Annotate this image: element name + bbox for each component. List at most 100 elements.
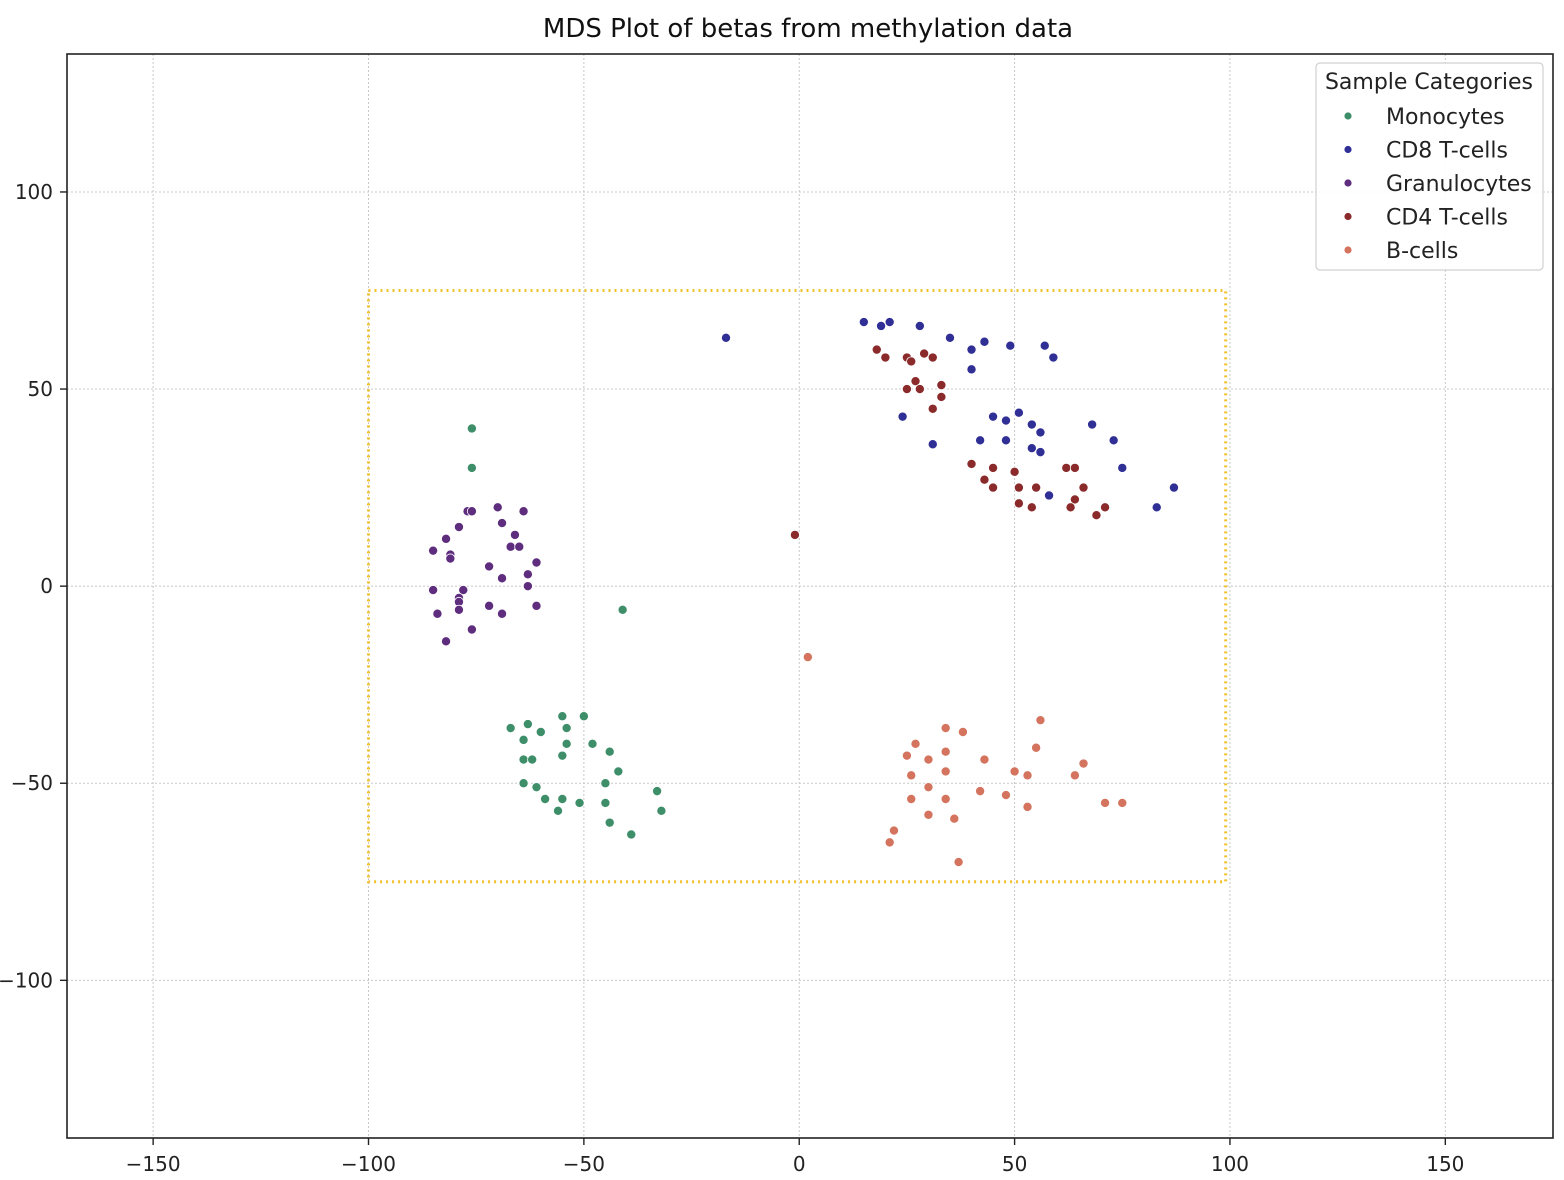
data-point xyxy=(1048,352,1059,363)
data-point xyxy=(466,423,477,434)
data-point xyxy=(988,411,999,422)
data-point xyxy=(656,805,667,816)
data-point xyxy=(540,794,551,805)
data-point xyxy=(979,336,990,347)
series-group xyxy=(428,502,542,647)
data-point xyxy=(1022,770,1033,781)
data-point xyxy=(522,719,533,730)
data-point xyxy=(497,573,508,584)
data-point xyxy=(1013,482,1024,493)
data-point xyxy=(944,332,955,343)
data-point xyxy=(466,462,477,473)
data-point xyxy=(527,754,538,765)
data-point xyxy=(613,766,624,777)
highlight-box xyxy=(367,289,1228,884)
data-point xyxy=(940,723,951,734)
data-point xyxy=(897,411,908,422)
data-point xyxy=(428,545,439,556)
data-point xyxy=(518,506,529,517)
data-point xyxy=(1044,490,1055,501)
data-point xyxy=(484,600,495,611)
data-point xyxy=(497,608,508,619)
data-point xyxy=(557,794,568,805)
data-point xyxy=(432,608,443,619)
data-point xyxy=(557,711,568,722)
data-point xyxy=(1168,482,1179,493)
axis-ticks: −150 −100 −50 0 50 100 150 −100 −50 0 50 100 xyxy=(0,180,1464,1176)
data-point xyxy=(988,482,999,493)
data-points xyxy=(428,317,1179,868)
data-point xyxy=(919,348,930,359)
data-point xyxy=(1013,498,1024,509)
data-point xyxy=(531,557,542,568)
data-point xyxy=(888,825,899,836)
highlight-box-outline xyxy=(367,289,1228,884)
data-point xyxy=(1061,462,1072,473)
data-point xyxy=(927,352,938,363)
data-point xyxy=(1009,466,1020,477)
legend-marker xyxy=(1344,179,1352,187)
data-point xyxy=(927,403,938,414)
data-point xyxy=(1078,482,1089,493)
series-group xyxy=(466,423,667,840)
data-point xyxy=(1069,770,1080,781)
data-point xyxy=(1069,494,1080,505)
data-point xyxy=(587,738,598,749)
data-point xyxy=(557,750,568,761)
data-point xyxy=(884,317,895,328)
data-point xyxy=(901,750,912,761)
data-point xyxy=(884,837,895,848)
x-tick-label: −150 xyxy=(126,1152,181,1176)
data-point xyxy=(1009,766,1020,777)
y-tick-label: −50 xyxy=(11,771,53,795)
data-point xyxy=(988,462,999,473)
data-point xyxy=(505,723,516,734)
data-point xyxy=(561,723,572,734)
data-point xyxy=(901,384,912,395)
series-group xyxy=(721,317,1179,513)
data-point xyxy=(1151,502,1162,513)
data-point xyxy=(652,786,663,797)
plot-frame xyxy=(66,53,1554,1139)
data-point xyxy=(1078,758,1089,769)
data-point xyxy=(626,829,637,840)
data-point xyxy=(1000,415,1011,426)
x-tick-label: −100 xyxy=(341,1152,396,1176)
data-point xyxy=(923,782,934,793)
data-point xyxy=(453,604,464,615)
data-point xyxy=(940,794,951,805)
data-point xyxy=(957,726,968,737)
data-point xyxy=(453,522,464,533)
data-point xyxy=(1100,797,1111,808)
data-point xyxy=(953,857,964,868)
data-point xyxy=(979,754,990,765)
legend-marker xyxy=(1344,212,1352,221)
data-point xyxy=(1069,462,1080,473)
legend-label: Granulocytes xyxy=(1386,172,1532,197)
data-point xyxy=(600,778,611,789)
data-point xyxy=(910,738,921,749)
x-tick-label: 0 xyxy=(793,1152,806,1176)
legend-marker xyxy=(1344,112,1352,120)
data-point xyxy=(518,734,529,745)
data-point xyxy=(1117,797,1128,808)
x-tick-label: 150 xyxy=(1426,1152,1464,1176)
x-tick-label: −50 xyxy=(563,1152,605,1176)
data-point xyxy=(458,585,469,596)
data-point xyxy=(871,344,882,355)
data-point xyxy=(531,600,542,611)
data-point xyxy=(910,376,921,387)
legend-label: B-cells xyxy=(1386,239,1458,264)
data-point xyxy=(531,782,542,793)
data-point xyxy=(1039,340,1050,351)
data-point xyxy=(975,786,986,797)
y-tick-label: 50 xyxy=(28,377,53,401)
data-point xyxy=(1026,502,1037,513)
data-point xyxy=(1000,435,1011,446)
data-point xyxy=(428,585,439,596)
data-point xyxy=(466,624,477,635)
legend-marker xyxy=(1344,246,1352,254)
data-point xyxy=(940,766,951,777)
legend-title: Sample Categories xyxy=(1325,70,1533,95)
